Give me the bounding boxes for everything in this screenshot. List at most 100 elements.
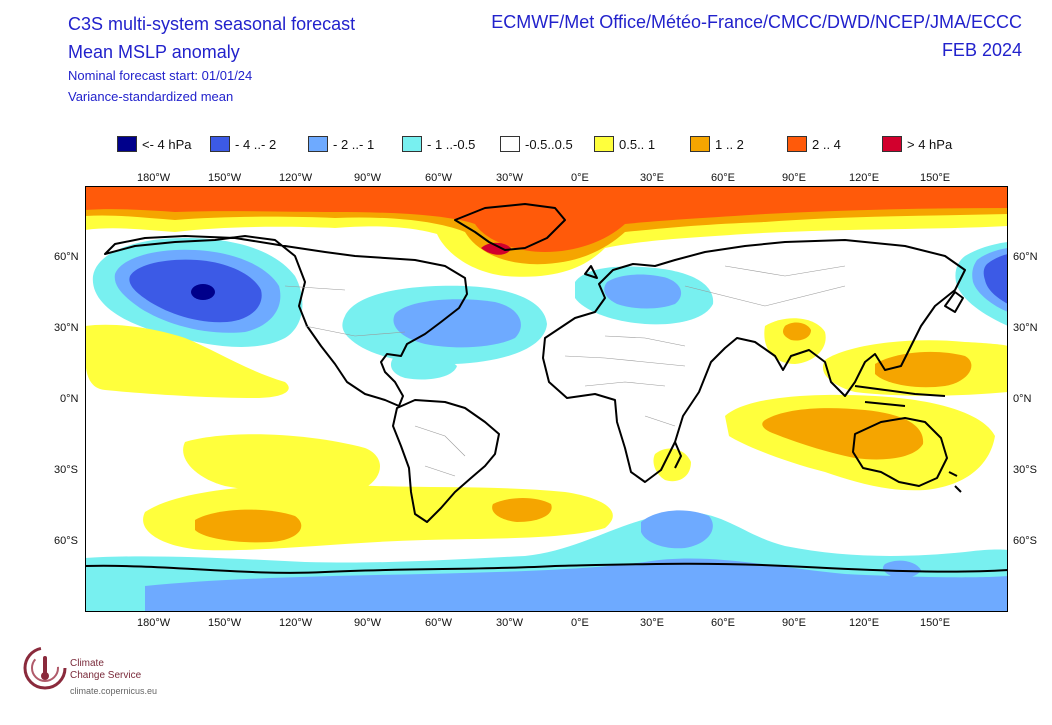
legend-label: 2 .. 4 bbox=[812, 136, 841, 152]
logo-url: climate.copernicus.eu bbox=[70, 686, 158, 696]
map-frame bbox=[85, 186, 1008, 612]
coastlines bbox=[85, 203, 1008, 574]
legend-item: - 4 ..- 2 bbox=[210, 134, 276, 154]
lon-label-bottom: 60°E bbox=[711, 617, 735, 629]
legend-swatch bbox=[882, 136, 902, 152]
coast-antarctica bbox=[85, 562, 1008, 574]
legend-item: 1 .. 2 bbox=[690, 134, 744, 154]
map-svg bbox=[85, 186, 1008, 612]
coast-north-america bbox=[104, 235, 468, 407]
lon-label-bottom: 120°E bbox=[849, 617, 880, 629]
lat-label-right: 60°S bbox=[1013, 535, 1037, 547]
legend-swatch bbox=[402, 136, 422, 152]
lon-label-top: 150°E bbox=[920, 172, 951, 184]
anomaly-india-mod bbox=[783, 322, 811, 341]
anomaly-southern-mod-1 bbox=[195, 509, 302, 543]
lon-label-top: 30°E bbox=[640, 172, 664, 184]
legend-label: <- 4 hPa bbox=[142, 136, 192, 152]
lon-label-top: 0°E bbox=[571, 172, 589, 184]
coast-new-zealand bbox=[948, 471, 962, 493]
anomaly-arctic-strong bbox=[85, 186, 1008, 252]
copernicus-logo: Climate Change Service climate.copernicu… bbox=[22, 642, 262, 702]
legend-item: 0.5.. 1 bbox=[594, 134, 655, 154]
lon-label-bottom: 90°E bbox=[782, 617, 806, 629]
anomaly-atlantic-moderate bbox=[393, 299, 521, 348]
lon-label-top: 150°W bbox=[208, 172, 242, 184]
legend-swatch bbox=[117, 136, 137, 152]
lon-label-bottom: 30°E bbox=[640, 617, 664, 629]
lon-label-bottom: 60°W bbox=[425, 617, 453, 629]
logo-name-line-1: Climate bbox=[70, 658, 104, 669]
legend-label: - 4 ..- 2 bbox=[235, 136, 277, 152]
lon-label-top: 120°E bbox=[849, 172, 880, 184]
legend-item: - 2 ..- 1 bbox=[308, 134, 374, 154]
legend-label: 0.5.. 1 bbox=[619, 136, 656, 152]
lat-label-right: 30°N bbox=[1013, 322, 1038, 334]
anomaly-npacific-pos bbox=[85, 324, 289, 398]
anomaly-nw-pacific-strong bbox=[983, 254, 1008, 304]
legend-label: -0.5..0.5 bbox=[525, 136, 573, 152]
anomaly-map bbox=[85, 186, 1008, 612]
lat-label-right: 0°N bbox=[1013, 393, 1032, 405]
coast-uk bbox=[584, 265, 598, 279]
legend-swatch bbox=[500, 136, 520, 152]
legend-label: > 4 hPa bbox=[907, 136, 953, 152]
climate-logo-icon bbox=[23, 646, 67, 690]
title-line-1: C3S multi-system seasonal forecast bbox=[68, 14, 356, 34]
anomaly-antarctic-moderate bbox=[145, 558, 1008, 612]
legend-item: - 1 ..-0.5 bbox=[402, 134, 475, 154]
lon-label-bottom: 120°W bbox=[279, 617, 313, 629]
anomaly-greenland-max bbox=[481, 242, 511, 255]
anomaly-southern-mod-2 bbox=[492, 498, 552, 522]
lat-label-left: 0°N bbox=[60, 393, 79, 405]
legend-label: - 2 ..- 1 bbox=[333, 136, 375, 152]
legend-item: -0.5..0.5 bbox=[500, 134, 573, 154]
coast-madagascar bbox=[674, 441, 682, 469]
coast-south-america bbox=[392, 399, 500, 523]
country-borders bbox=[284, 265, 846, 477]
anomaly-sepacific-pos bbox=[183, 434, 380, 494]
legend-swatch bbox=[690, 136, 710, 152]
anomaly-antarctic-moderate-3 bbox=[883, 560, 921, 578]
anomaly-europe-moderate bbox=[604, 274, 682, 309]
legend-item: 2 .. 4 bbox=[787, 134, 841, 154]
forecast-start-label: Nominal forecast start: 01/01/24 bbox=[68, 68, 253, 83]
lon-label-top: 90°W bbox=[354, 172, 382, 184]
anomaly-antarctic-moderate-2 bbox=[641, 510, 713, 549]
lon-label-top: 60°E bbox=[711, 172, 735, 184]
anomaly-wpacific-mod bbox=[875, 351, 972, 388]
legend-item: <- 4 hPa bbox=[117, 134, 192, 154]
legend-swatch bbox=[787, 136, 807, 152]
legend-swatch bbox=[210, 136, 230, 152]
lon-label-top: 60°W bbox=[425, 172, 453, 184]
lon-label-bottom: 0°E bbox=[571, 617, 589, 629]
lon-label-top: 120°W bbox=[279, 172, 313, 184]
coast-japan bbox=[944, 291, 964, 313]
variance-label: Variance-standardized mean bbox=[68, 89, 234, 104]
coast-australia bbox=[852, 417, 948, 487]
lat-label-left: 30°S bbox=[54, 464, 78, 476]
lon-label-top: 30°W bbox=[496, 172, 524, 184]
legend-item: > 4 hPa bbox=[882, 134, 952, 154]
coast-eurasia-africa bbox=[542, 239, 966, 483]
lat-label-left: 30°N bbox=[54, 322, 79, 334]
legend-label: 1 .. 2 bbox=[715, 136, 744, 152]
lon-label-bottom: 90°W bbox=[354, 617, 382, 629]
coast-indonesia bbox=[854, 385, 946, 407]
lat-label-right: 60°N bbox=[1013, 251, 1038, 263]
anomaly-caribbean-weak bbox=[390, 353, 457, 380]
anomaly-pacific-core bbox=[191, 284, 215, 300]
lon-label-top: 180°W bbox=[137, 172, 171, 184]
lon-label-bottom: 180°W bbox=[137, 617, 171, 629]
period-label: FEB 2024 bbox=[941, 40, 1022, 60]
legend-label: - 1 ..-0.5 bbox=[427, 136, 476, 152]
title-line-2: Mean MSLP anomaly bbox=[68, 42, 240, 62]
legend-swatch bbox=[308, 136, 328, 152]
lon-label-bottom: 30°W bbox=[496, 617, 524, 629]
lon-label-bottom: 150°W bbox=[208, 617, 242, 629]
logo-name-line-2: Change Service bbox=[70, 670, 142, 681]
coast-greenland bbox=[454, 203, 566, 251]
lon-label-top: 90°E bbox=[782, 172, 806, 184]
legend: <- 4 hPa - 4 ..- 2 - 2 ..- 1 - 1 ..-0.5 … bbox=[0, 134, 1052, 156]
lat-label-right: 30°S bbox=[1013, 464, 1037, 476]
